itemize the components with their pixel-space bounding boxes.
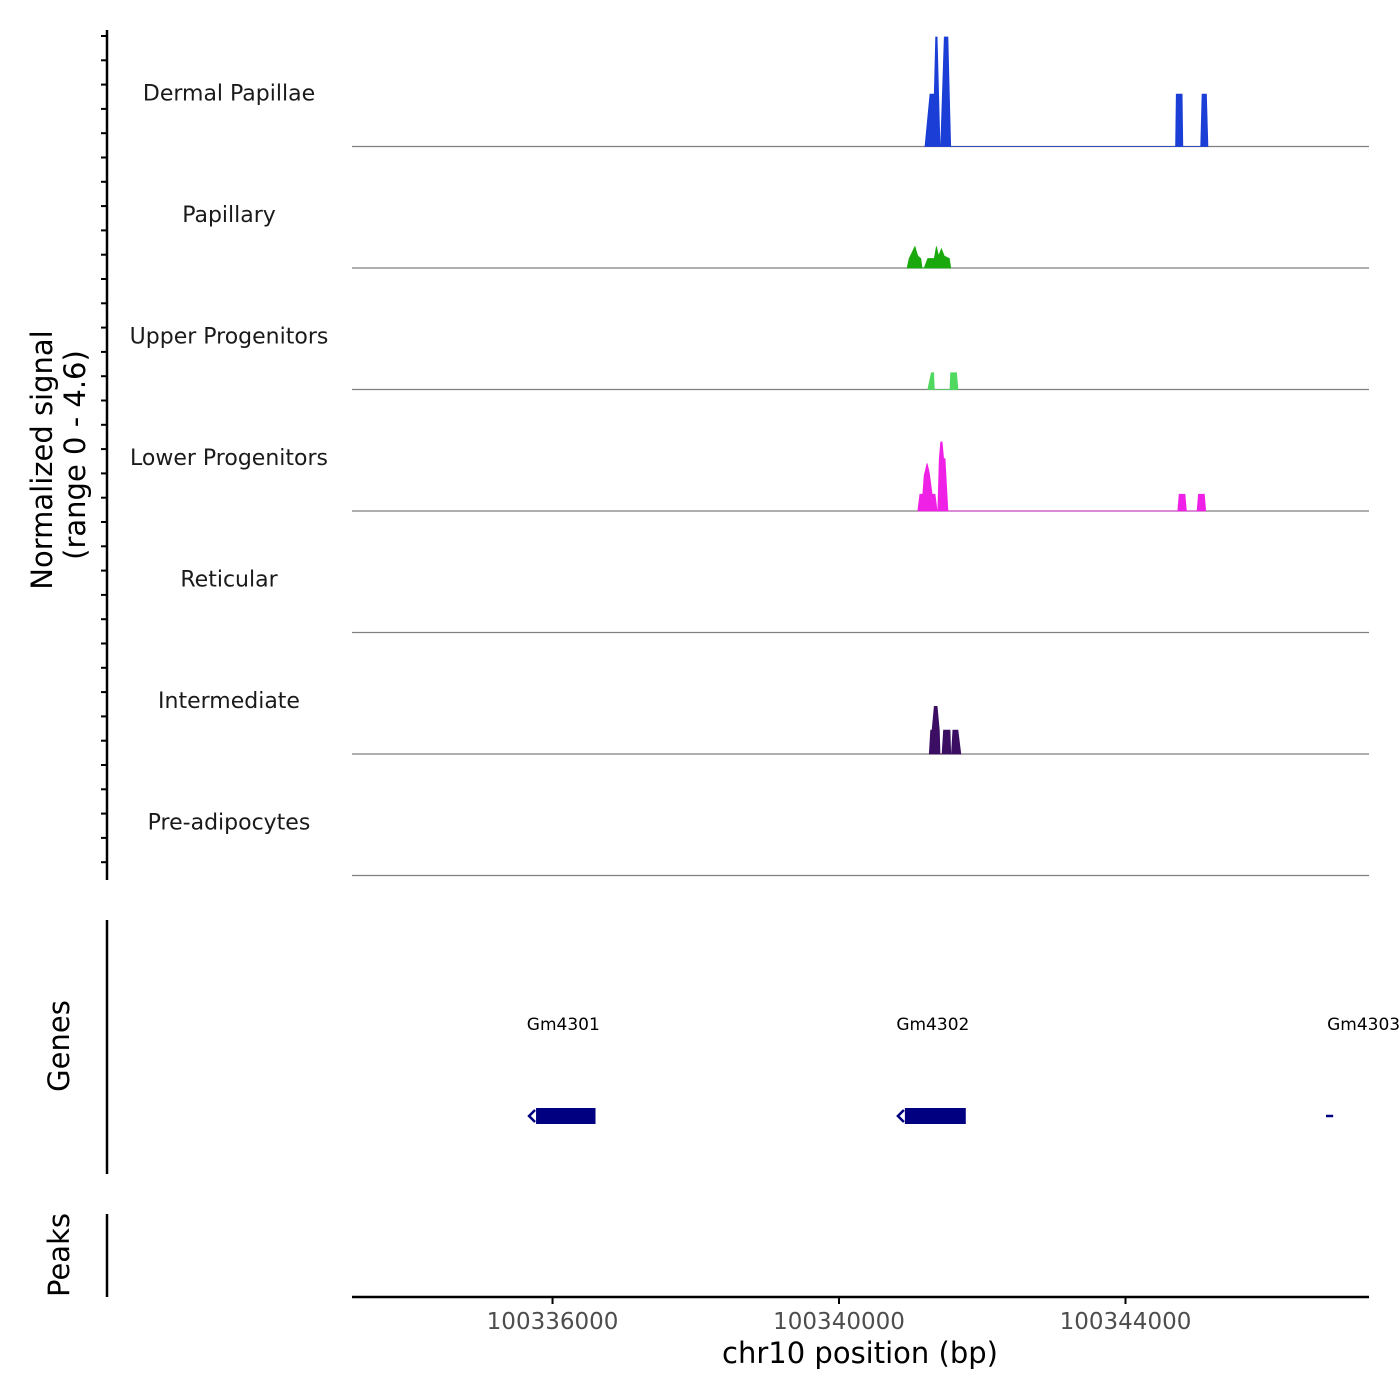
x-tick-label: 100344000 — [1060, 1309, 1192, 1335]
gene-gm4302: Gm4302 — [896, 1015, 969, 1124]
track-upper-progenitors: Upper Progenitors — [130, 325, 1369, 391]
signal-area — [924, 36, 1209, 147]
track-label: Pre-adipocytes — [148, 811, 311, 836]
track-pre-adipocytes: Pre-adipocytes — [148, 811, 1369, 877]
gene-gm4303: Gm4303 — [1326, 1015, 1400, 1118]
gene-strand-arrow — [527, 1109, 536, 1123]
track-intermediate: Intermediate — [158, 689, 1369, 755]
signal-axis — [101, 30, 109, 880]
track-dermal-papillae: Dermal Papillae — [143, 36, 1369, 148]
track-label: Upper Progenitors — [130, 325, 329, 350]
signal-area — [917, 441, 1207, 512]
track-label: Papillary — [182, 203, 276, 228]
track-label: Dermal Papillae — [143, 82, 315, 107]
track-label: Lower Progenitors — [130, 446, 328, 471]
x-tick-label: 100340000 — [773, 1309, 905, 1335]
x-tick-label: 100336000 — [487, 1309, 619, 1335]
x-axis: 100336000 100340000 100344000 — [487, 1297, 1192, 1335]
signal-axis-title-line2: (range 0 - 4.6) — [58, 350, 92, 560]
gene-label: Gm4303 — [1327, 1015, 1400, 1035]
gene-exon — [904, 1108, 966, 1124]
gene-exon — [536, 1108, 596, 1124]
track-label: Reticular — [180, 568, 278, 593]
track-lower-progenitors: Lower Progenitors — [130, 441, 1369, 512]
signal-area — [928, 706, 962, 755]
peaks-axis-title: Peaks — [42, 1213, 76, 1297]
signal-area — [906, 245, 952, 269]
gene-label: Gm4301 — [527, 1015, 600, 1035]
gene-track: Gm4301 Gm4302 Gm4303 — [527, 1015, 1400, 1124]
x-axis-title: chr10 position (bp) — [722, 1336, 998, 1370]
signal-tracks: Dermal Papillae Papillary Upper Progenitor… — [130, 36, 1369, 877]
gene-gm4301: Gm4301 — [527, 1015, 600, 1124]
gene-label: Gm4302 — [896, 1015, 969, 1035]
track-label: Intermediate — [158, 689, 300, 714]
genes-axis-title: Genes — [42, 1000, 76, 1092]
signal-area — [927, 372, 959, 390]
signal-axis-title-line1: Normalized signal — [25, 330, 59, 589]
gene-strand-arrow — [896, 1109, 905, 1123]
track-papillary: Papillary — [182, 203, 1369, 269]
track-reticular: Reticular — [180, 568, 1369, 634]
